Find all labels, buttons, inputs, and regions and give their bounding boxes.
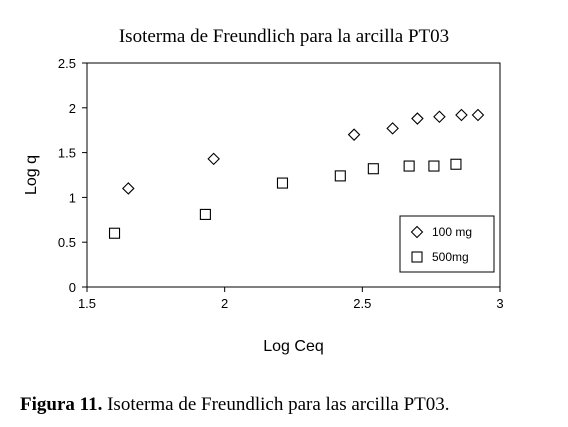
caption-text: Isoterma de Freundlich para las arcilla … [107,394,450,415]
diamond-point [455,108,468,122]
legend: 100 mg 500mg [399,215,495,273]
diamond-point [471,108,485,122]
square-point [450,158,462,170]
caption-label: Figura 11. [20,394,103,415]
x-tick-label: 2.5 [353,296,371,311]
square-point [276,177,289,189]
plot-area [86,62,501,288]
legend-box [399,215,495,273]
diamond-point [433,110,446,124]
figure-caption: Figura 11. Isoterma de Freundlich para l… [20,394,560,416]
square-point [108,227,121,239]
square-point [403,160,415,172]
y-tick-label: 2 [69,101,76,116]
legend-square-marker [411,251,423,263]
legend-label: 100 mg [432,225,472,239]
y-tick-label: 0 [69,280,76,295]
y-tick-label: 2.5 [58,56,76,71]
chart-title: Isoterma de Freundlich para la arcilla P… [118,26,450,47]
diamond-point [122,182,135,195]
x-tick-label: 3 [496,296,503,311]
x-axis-label: Log Ceq [263,338,324,355]
y-tick-label: 1.5 [58,146,76,161]
square-point [367,163,379,175]
y-tick-label: 0.5 [58,235,76,250]
diamond-point [386,122,399,135]
square-point [199,208,211,220]
y-axis-label: Log q [23,155,40,195]
diamond-point [411,112,424,125]
x-tick-label: 1.5 [78,296,96,311]
square-point [428,160,440,172]
legend-diamond-marker [410,225,424,239]
diamond-point [207,152,220,166]
y-tick-label: 1 [69,190,76,205]
legend-label: 500mg [432,250,469,264]
diamond-point [347,128,361,141]
square-point [334,170,346,182]
x-tick-label: 2 [221,296,228,311]
